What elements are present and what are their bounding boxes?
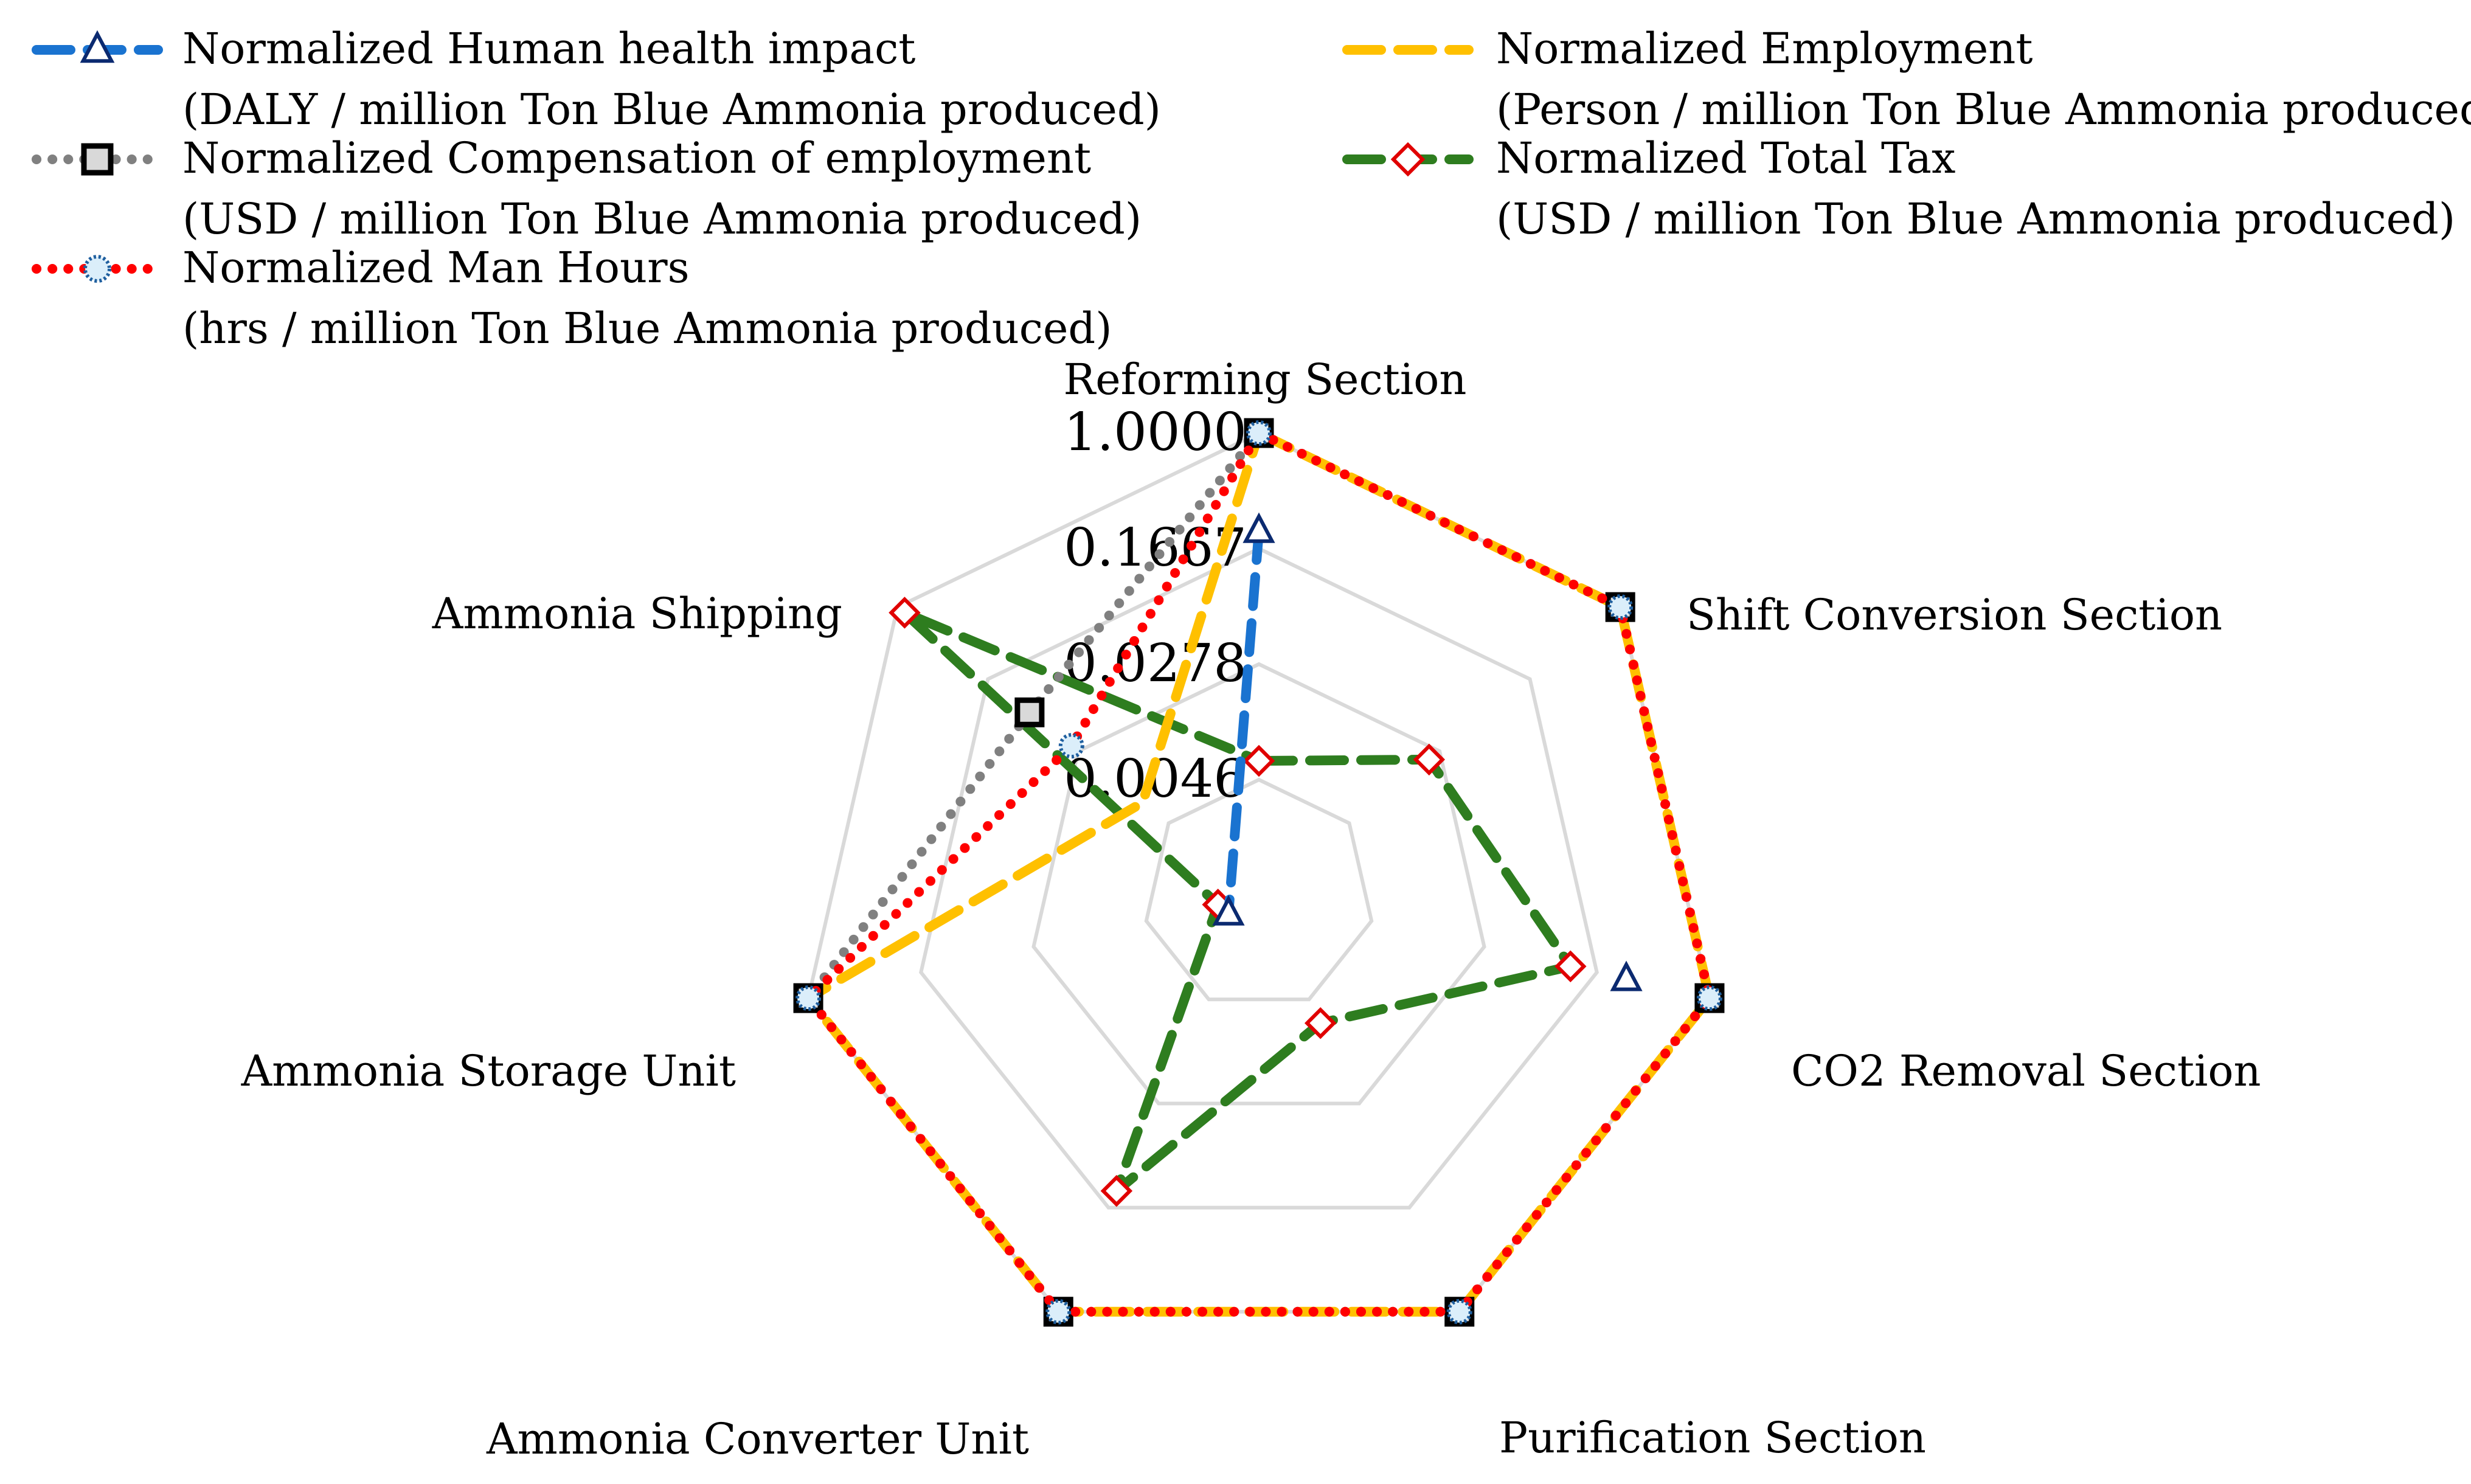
series-2 (795, 420, 1722, 1325)
data-point (83, 255, 111, 283)
data-point (1242, 744, 1275, 777)
axis-label: Reforming Section (1064, 355, 1467, 404)
data-point (1610, 960, 1643, 991)
legend-unit: (Person / million Ton Blue Ammonia produ… (1496, 85, 2471, 134)
series-0 (1212, 512, 1643, 991)
axis-labels: Reforming Section Shift Conversion Sectio… (241, 355, 2261, 1464)
data-point (795, 985, 822, 1011)
data-point (1390, 142, 1426, 177)
data-point (1607, 594, 1634, 620)
axis-label: Ammonia Shipping (432, 589, 842, 639)
grid-ring-1 (1144, 777, 1374, 1002)
tick-label: 1.0000 (1064, 402, 1247, 463)
legend-unit: (hrs / million Ton Blue Ammonia produced… (182, 303, 1112, 353)
legend-label: Normalized Employment (1496, 24, 2033, 74)
legend-item: Normalized Employment (Person / million T… (1342, 24, 2471, 134)
series-line (803, 428, 1714, 1317)
axis-label: Ammonia Storage Unit (241, 1046, 736, 1096)
series-4 (889, 597, 1587, 1207)
data-point (889, 597, 921, 629)
legend: Normalized Human health impact (DALY / mi… (32, 24, 2471, 353)
series-3 (803, 428, 1714, 1317)
data-point (1554, 950, 1587, 983)
legend-item: Normalized Compensation of employment (US… (32, 133, 1142, 244)
series-line (899, 608, 1576, 1196)
data-point (1212, 895, 1245, 926)
grid-ring-2 (1031, 662, 1486, 1106)
data-point (81, 143, 114, 176)
data-point (1413, 743, 1446, 776)
legend-label: Normalized Human health impact (182, 24, 915, 74)
axis-label: Ammonia Converter Unit (486, 1414, 1029, 1464)
legend-item: Normalized Human health impact (DALY / mi… (32, 24, 1161, 134)
data-point (1696, 985, 1722, 1011)
axis-label: CO2 Removal Section (1791, 1046, 2261, 1096)
grid-ring-3 (919, 546, 1599, 1210)
data-point (1446, 1298, 1472, 1325)
legend-unit: (DALY / million Ton Blue Ammonia produce… (182, 85, 1161, 134)
data-point (1246, 420, 1272, 446)
data-point (80, 30, 115, 63)
legend-label: Normalized Total Tax (1496, 133, 1955, 183)
legend-item: Normalized Man Hours (hrs / million Ton B… (32, 243, 1112, 353)
tick-label: 0.0278 (1064, 633, 1247, 694)
legend-label: Normalized Man Hours (182, 243, 690, 293)
axis-label: Purification Section (1499, 1413, 1926, 1463)
legend-label: Normalized Compensation of employment (182, 133, 1091, 183)
data-series (793, 418, 1725, 1327)
data-point (1045, 1298, 1072, 1325)
legend-item: Normalized Total Tax (USD / million Ton B… (1342, 133, 2455, 244)
legend-unit: (USD / million Ton Blue Ammonia produced… (1496, 194, 2455, 244)
legend-unit: (USD / million Ton Blue Ammonia produced… (182, 194, 1142, 244)
data-point (1242, 512, 1275, 543)
axis-label: Shift Conversion Section (1686, 590, 2222, 640)
data-point (1058, 733, 1084, 759)
data-point (1014, 697, 1045, 727)
series-line (1224, 525, 1264, 918)
data-point (1304, 1007, 1337, 1039)
data-point (1100, 1174, 1133, 1207)
